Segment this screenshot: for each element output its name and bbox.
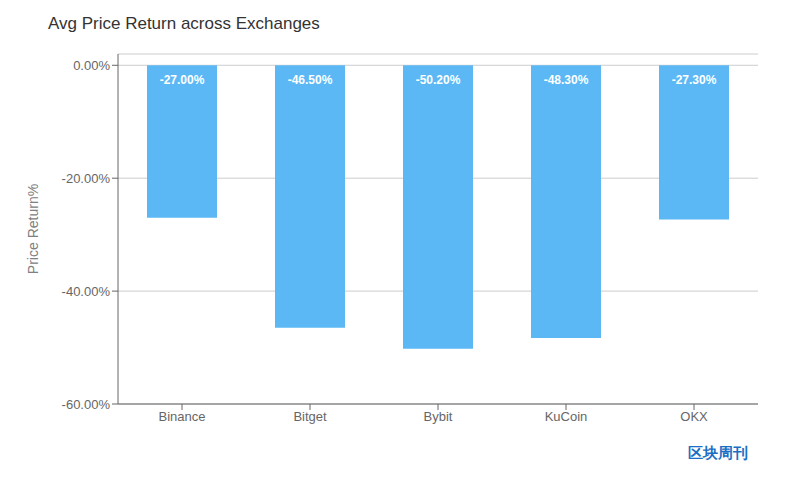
svg-text:OKX: OKX xyxy=(680,409,708,424)
svg-text:-40.00%: -40.00% xyxy=(62,284,111,299)
svg-text:-27.00%: -27.00% xyxy=(160,73,205,87)
svg-text:-27.30%: -27.30% xyxy=(672,73,717,87)
svg-text:-60.00%: -60.00% xyxy=(62,397,111,412)
svg-text:Bybit: Bybit xyxy=(424,409,453,424)
svg-text:0.00%: 0.00% xyxy=(73,58,110,73)
svg-text:Binance: Binance xyxy=(159,409,206,424)
svg-text:-20.00%: -20.00% xyxy=(62,171,111,186)
svg-text:-50.20%: -50.20% xyxy=(416,73,461,87)
html-text:区块周刊: 区块周刊 xyxy=(688,444,748,461)
svg-text:Bitget: Bitget xyxy=(293,409,327,424)
svg-text:-48.30%: -48.30% xyxy=(544,73,589,87)
svg-text:Price Return%: Price Return% xyxy=(25,184,41,274)
svg-text:KuCoin: KuCoin xyxy=(545,409,588,424)
html-text:Avg Price Return across Exchan: Avg Price Return across Exchanges xyxy=(48,14,320,33)
svg-text:-46.50%: -46.50% xyxy=(288,73,333,87)
